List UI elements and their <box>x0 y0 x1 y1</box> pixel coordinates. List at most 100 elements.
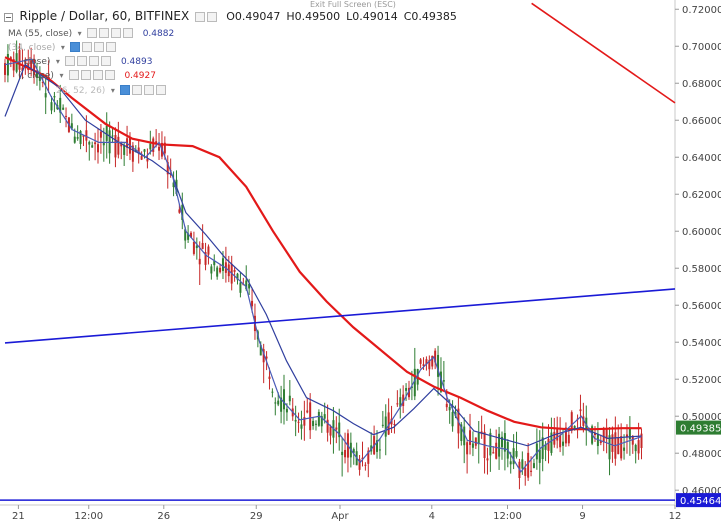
candle-body <box>190 232 193 238</box>
candle-body <box>498 433 501 457</box>
candle-body <box>111 135 114 137</box>
candle-body <box>221 258 224 271</box>
candle-body <box>210 266 213 274</box>
candle-body <box>152 138 155 152</box>
candle-body <box>527 452 530 478</box>
eye-icon[interactable] <box>120 85 131 95</box>
candle-body <box>338 422 341 438</box>
candle-body <box>425 359 428 365</box>
candle-body <box>137 147 140 153</box>
candle-body <box>384 416 387 437</box>
x-tick-label: 29 <box>250 511 263 522</box>
candle-body <box>547 438 550 451</box>
settings-icon[interactable] <box>132 85 143 95</box>
eye-icon[interactable] <box>70 42 81 52</box>
candle-body <box>500 436 503 448</box>
eye-icon[interactable] <box>87 28 98 38</box>
candle-body <box>65 115 68 117</box>
indicator-value: 0.4893 <box>120 57 153 67</box>
settings-icon[interactable] <box>99 28 110 38</box>
chevron-down-icon[interactable]: ▾ <box>60 43 65 52</box>
eye-icon[interactable] <box>194 12 205 22</box>
indicator-label: (, close) <box>18 71 54 81</box>
candle-body <box>431 355 434 367</box>
close-icon[interactable] <box>156 85 167 95</box>
indicator-row-1[interactable]: (34, close) ▾ <box>8 40 117 54</box>
y-tick-label: 0.64000 <box>682 153 721 164</box>
ma-line-fast <box>4 58 642 473</box>
add-icon[interactable] <box>94 42 105 52</box>
candle-body <box>265 356 268 359</box>
close-icon[interactable] <box>123 28 134 38</box>
trendline-0[interactable] <box>4 288 676 344</box>
candle-body <box>198 258 201 265</box>
close-icon[interactable] <box>104 70 115 80</box>
settings-icon[interactable] <box>206 12 217 22</box>
candle-body <box>623 447 626 451</box>
candle-body <box>285 408 288 413</box>
candle-body <box>44 93 47 98</box>
candle-body <box>274 402 277 404</box>
indicator-row-2[interactable]: , close) ▾ 0.4893 <box>18 54 152 68</box>
y-tick-label: 0.54000 <box>682 338 721 349</box>
candle-body <box>402 394 405 407</box>
add-icon[interactable] <box>92 70 103 80</box>
settings-icon[interactable] <box>77 56 88 66</box>
add-icon[interactable] <box>89 56 100 66</box>
y-tick-label: 0.68000 <box>682 79 721 90</box>
indicator-row-4[interactable]: 26, 52, 26) ▾ <box>56 83 167 97</box>
chevron-down-icon[interactable]: ▾ <box>77 29 82 38</box>
y-tick-label: 0.56000 <box>682 301 721 312</box>
eye-icon[interactable] <box>65 56 76 66</box>
close-icon[interactable] <box>106 42 117 52</box>
candle-body <box>172 182 175 188</box>
candle-body <box>97 144 100 153</box>
candle-body <box>579 409 582 412</box>
candle-body <box>314 423 317 425</box>
candle-body <box>102 142 105 146</box>
candle-body <box>213 260 216 266</box>
collapse-icon[interactable] <box>4 12 13 22</box>
eye-icon[interactable] <box>68 70 79 80</box>
candle-body <box>628 428 631 440</box>
indicator-row-0[interactable]: MA (55, close) ▾ 0.4882 <box>8 26 174 40</box>
exit-fullscreen-hint[interactable]: Exit Full Screen (ESC) <box>310 0 396 9</box>
add-icon[interactable] <box>111 28 122 38</box>
candle-body <box>163 142 166 154</box>
candle-body <box>306 410 309 413</box>
chevron-down-icon[interactable]: ▾ <box>59 71 64 80</box>
candle-body <box>114 135 117 158</box>
candle-body <box>99 131 102 138</box>
candle-body <box>143 149 146 152</box>
candle-body <box>94 142 97 145</box>
settings-icon[interactable] <box>82 42 93 52</box>
candle-body <box>323 414 326 419</box>
chevron-down-icon[interactable]: ▾ <box>110 86 115 95</box>
candle-body <box>195 245 198 249</box>
candle-body <box>509 461 512 465</box>
candle-body <box>524 468 527 476</box>
candle-body <box>393 423 396 425</box>
candle-body <box>62 107 65 110</box>
ma-line-mid <box>4 63 642 447</box>
chevron-down-icon[interactable]: ▾ <box>55 57 60 66</box>
close-icon[interactable] <box>101 56 112 66</box>
candle-body <box>88 141 91 145</box>
candle-body <box>570 412 573 431</box>
candle-body <box>192 241 195 254</box>
candle-body <box>631 436 634 445</box>
candle-body <box>378 449 381 451</box>
open-value: O0.49047 <box>226 10 281 23</box>
candle-body <box>352 449 355 453</box>
candle-body <box>503 433 506 452</box>
candle-body <box>582 416 585 426</box>
add-icon[interactable] <box>144 85 155 95</box>
settings-icon[interactable] <box>80 70 91 80</box>
trendline-1[interactable] <box>531 2 676 104</box>
candle-body <box>602 428 605 443</box>
indicator-row-3[interactable]: (, close) ▾ 0.4927 <box>18 68 156 82</box>
candle-body <box>495 442 498 459</box>
candle-body <box>262 349 265 363</box>
high-value: H0.49500 <box>286 10 341 23</box>
